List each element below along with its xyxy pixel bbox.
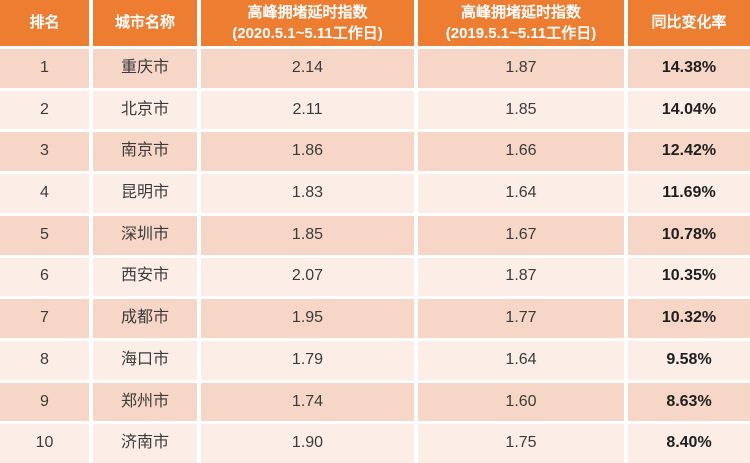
- column-header-label: 高峰拥堵延时指数: [460, 4, 581, 21]
- table-cell-yoy-change: 10.35%: [628, 257, 750, 297]
- table-cell-index-2019: 1.85: [418, 90, 624, 130]
- table-cell-yoy-change: 8.40%: [628, 424, 750, 463]
- table-cell-city-name: 北京市: [93, 90, 197, 130]
- column-header-yoy-change: 同比变化率: [628, 0, 750, 46]
- table-cell-index-2019: 1.87: [418, 49, 624, 88]
- table-cell-yoy-change: 10.32%: [628, 299, 750, 338]
- table-cell-index-2019: 1.75: [418, 424, 624, 463]
- table-cell-index-2020: 1.74: [201, 382, 414, 422]
- table-cell-yoy-change: 10.78%: [628, 215, 750, 255]
- table-cell-rank: 2: [0, 90, 89, 130]
- table-cell-city-name: 海口市: [93, 340, 197, 380]
- table-cell-city-name: 昆明市: [93, 174, 197, 213]
- table-cell-city-name: 南京市: [93, 132, 197, 172]
- table-cell-index-2019: 1.87: [418, 257, 624, 297]
- table-cell-yoy-change: 14.38%: [628, 49, 750, 88]
- table-cell-index-2020: 2.11: [201, 90, 414, 130]
- table-cell-index-2019: 1.64: [418, 340, 624, 380]
- column-header-sublabel: (2020.5.1~5.11工作日): [232, 24, 383, 42]
- table-cell-index-2020: 1.85: [201, 215, 414, 255]
- column-header-label: 高峰拥堵延时指数: [247, 4, 368, 21]
- table-cell-rank: 9: [0, 382, 89, 422]
- table-cell-rank: 5: [0, 215, 89, 255]
- table-cell-city-name: 成都市: [93, 299, 197, 338]
- table-cell-yoy-change: 9.58%: [628, 340, 750, 380]
- table-cell-index-2019: 1.60: [418, 382, 624, 422]
- table-cell-yoy-change: 11.69%: [628, 174, 750, 213]
- table-cell-index-2019: 1.66: [418, 132, 624, 172]
- table-cell-yoy-change: 12.42%: [628, 132, 750, 172]
- table-cell-yoy-change: 8.63%: [628, 382, 750, 422]
- table-cell-city-name: 郑州市: [93, 382, 197, 422]
- column-header-label: 排名: [29, 14, 60, 32]
- table-cell-index-2019: 1.77: [418, 299, 624, 338]
- table-cell-rank: 6: [0, 257, 89, 297]
- table-cell-index-2020: 1.86: [201, 132, 414, 172]
- table-cell-city-name: 重庆市: [93, 49, 197, 88]
- column-header-index-2020: 高峰拥堵延时指数 (2020.5.1~5.11工作日): [201, 0, 414, 46]
- table-cell-index-2020: 2.14: [201, 49, 414, 88]
- table-cell-index-2020: 1.79: [201, 340, 414, 380]
- table-cell-city-name: 深圳市: [93, 215, 197, 255]
- table-cell-index-2020: 1.83: [201, 174, 414, 213]
- column-header-index-2019: 高峰拥堵延时指数 (2019.5.1~5.11工作日): [418, 0, 624, 46]
- table-cell-rank: 8: [0, 340, 89, 380]
- column-header-label: 城市名称: [114, 14, 175, 32]
- table-cell-index-2020: 1.90: [201, 424, 414, 463]
- table-cell-city-name: 济南市: [93, 424, 197, 463]
- table-cell-index-2019: 1.67: [418, 215, 624, 255]
- table-cell-rank: 10: [0, 424, 89, 463]
- table-cell-rank: 7: [0, 299, 89, 338]
- table-cell-rank: 4: [0, 174, 89, 213]
- table-cell-index-2020: 1.95: [201, 299, 414, 338]
- table-cell-yoy-change: 14.04%: [628, 90, 750, 130]
- table-cell-city-name: 西安市: [93, 257, 197, 297]
- table-cell-rank: 3: [0, 132, 89, 172]
- table-cell-index-2019: 1.64: [418, 174, 624, 213]
- column-header-sublabel: (2019.5.1~5.11工作日): [445, 24, 597, 42]
- table-cell-rank: 1: [0, 49, 89, 88]
- table-cell-index-2020: 2.07: [201, 257, 414, 297]
- column-header-label: 同比变化率: [651, 14, 727, 32]
- column-header-rank: 排名: [0, 0, 89, 46]
- column-header-city-name: 城市名称: [93, 0, 197, 46]
